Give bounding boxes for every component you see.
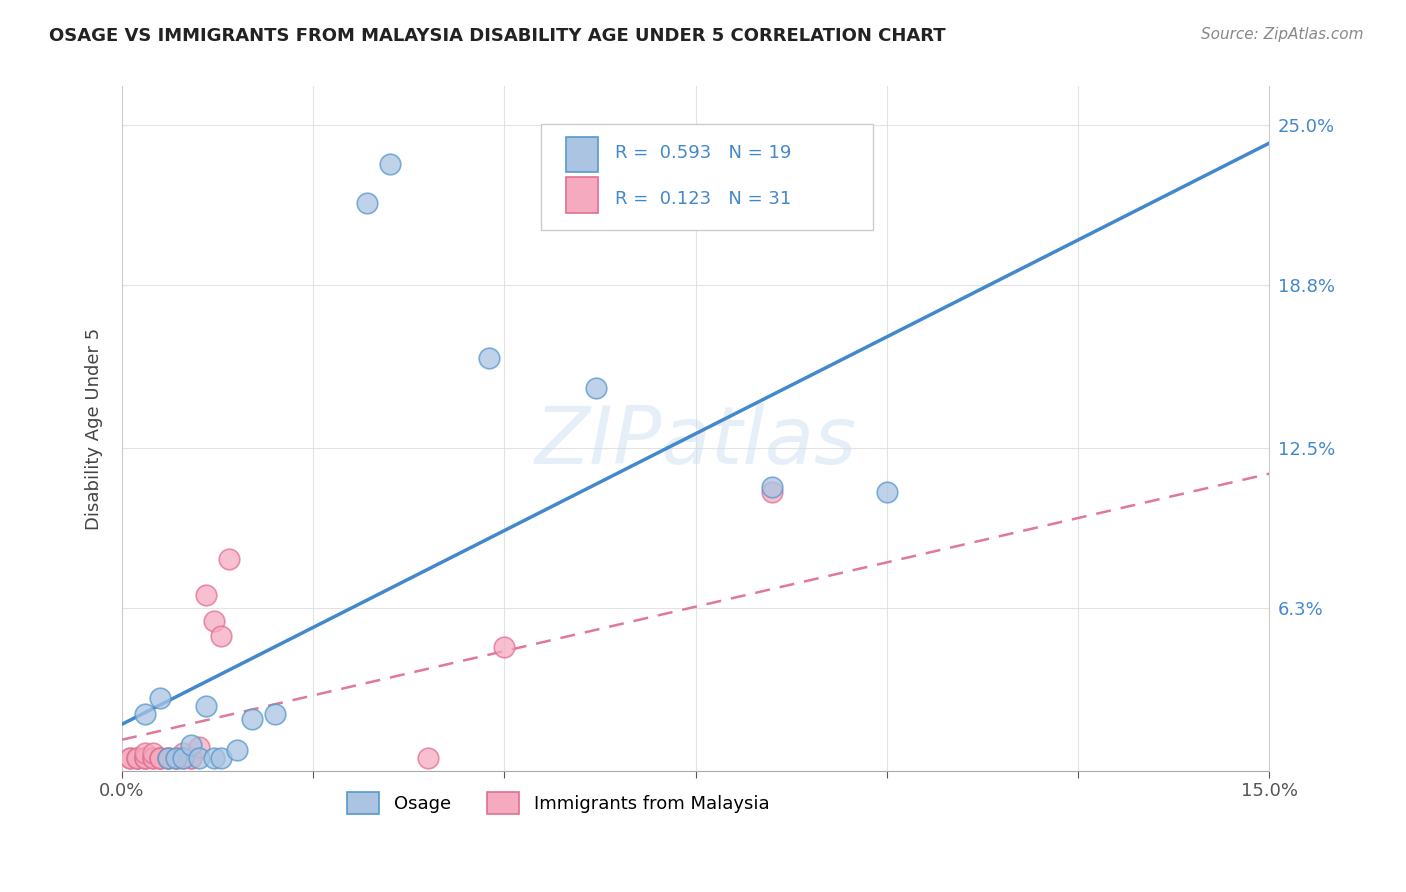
Text: R =  0.593   N = 19: R = 0.593 N = 19: [616, 144, 792, 162]
Point: [172, 746, 194, 760]
Point: [202, 751, 225, 765]
Point: [134, 751, 156, 765]
Point: [187, 740, 209, 755]
Point: [876, 484, 898, 499]
Point: [761, 480, 783, 494]
Text: R =  0.123   N = 31: R = 0.123 N = 31: [616, 190, 792, 208]
Point: [195, 588, 218, 602]
Point: [478, 351, 501, 365]
Point: [134, 706, 156, 721]
Point: [156, 751, 179, 765]
Point: [180, 751, 202, 765]
Point: [416, 751, 439, 765]
Point: [156, 751, 179, 765]
Point: [142, 751, 165, 765]
Point: [118, 751, 141, 765]
Point: [585, 382, 607, 396]
Point: [134, 751, 156, 765]
Point: [195, 699, 218, 714]
Point: [165, 751, 187, 765]
Text: Source: ZipAtlas.com: Source: ZipAtlas.com: [1201, 27, 1364, 42]
Point: [180, 751, 202, 765]
FancyBboxPatch shape: [567, 178, 598, 213]
Point: [149, 751, 172, 765]
Point: [187, 751, 209, 765]
Point: [149, 691, 172, 706]
Point: [134, 746, 156, 760]
Point: [211, 629, 233, 643]
Point: [172, 751, 194, 765]
Point: [142, 751, 165, 765]
Point: [202, 614, 225, 628]
FancyBboxPatch shape: [541, 124, 873, 230]
Point: [127, 751, 149, 765]
Point: [172, 751, 194, 765]
Y-axis label: Disability Age Under 5: Disability Age Under 5: [86, 327, 103, 530]
Point: [211, 751, 233, 765]
Legend: Osage, Immigrants from Malaysia: Osage, Immigrants from Malaysia: [337, 783, 779, 823]
Text: OSAGE VS IMMIGRANTS FROM MALAYSIA DISABILITY AGE UNDER 5 CORRELATION CHART: OSAGE VS IMMIGRANTS FROM MALAYSIA DISABI…: [49, 27, 946, 45]
Point: [165, 751, 187, 765]
Point: [127, 751, 149, 765]
Point: [264, 706, 287, 721]
Point: [180, 738, 202, 752]
Point: [118, 751, 141, 765]
Point: [165, 751, 187, 765]
Point: [134, 751, 156, 765]
Point: [127, 751, 149, 765]
Point: [156, 751, 179, 765]
Point: [378, 157, 401, 171]
Point: [149, 751, 172, 765]
Text: ZIPatlas: ZIPatlas: [534, 403, 856, 481]
Point: [149, 751, 172, 765]
Point: [218, 552, 240, 566]
Point: [240, 712, 263, 726]
FancyBboxPatch shape: [567, 136, 598, 172]
Point: [761, 484, 783, 499]
Point: [494, 640, 516, 654]
Point: [142, 746, 165, 760]
Point: [356, 195, 378, 210]
Point: [225, 743, 247, 757]
